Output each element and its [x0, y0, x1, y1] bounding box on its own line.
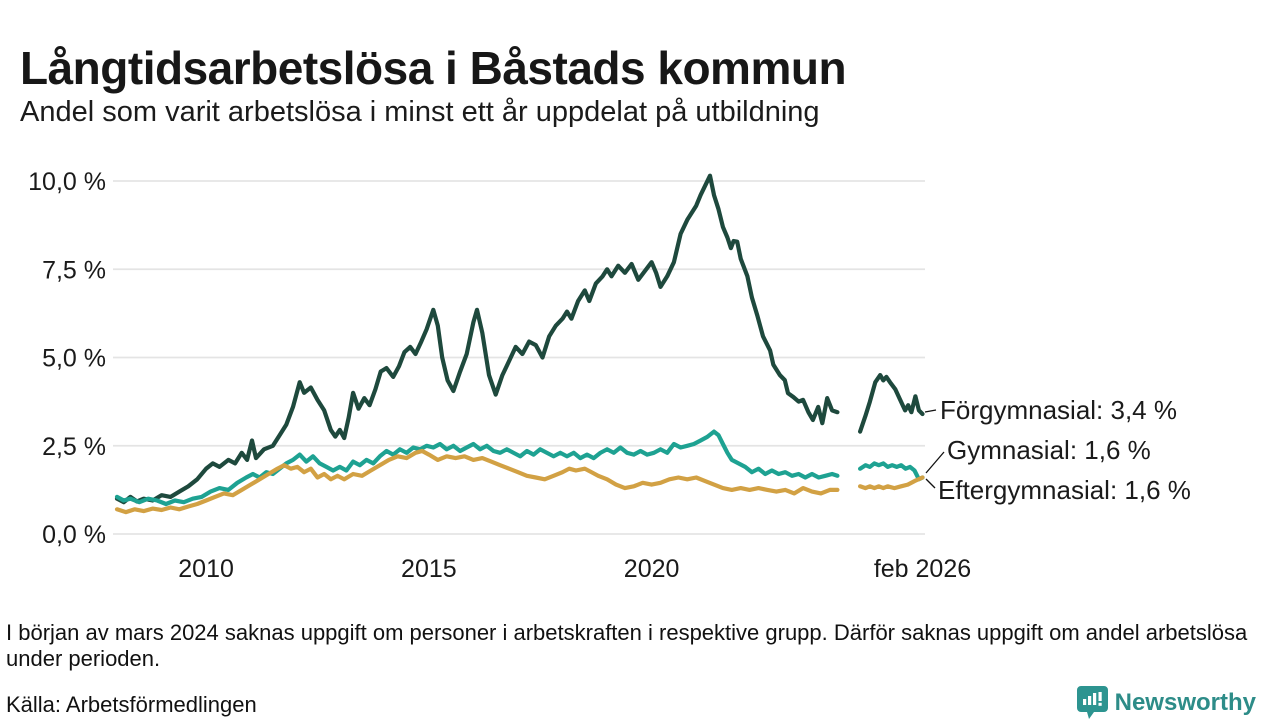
x-tick-label: feb 2026	[874, 555, 971, 583]
series-line-förgymnasial	[857, 373, 925, 434]
newsworthy-logo: Newsworthy	[1076, 686, 1256, 719]
page-title: Långtidsarbetslösa i Båstads kommun	[20, 41, 847, 94]
series-line-gymnasial	[857, 461, 925, 482]
source-text: Källa: Arbetsförmedlingen	[6, 692, 257, 717]
label-leader-line	[925, 478, 936, 489]
series-line-eftergymnasial	[857, 475, 925, 491]
x-tick-label: 2020	[624, 555, 680, 583]
x-tick-label: 2010	[178, 555, 234, 583]
page-subtitle: Andel som varit arbetslösa i minst ett å…	[20, 96, 820, 128]
series-label-gymnasial: Gymnasial: 1,6 %	[947, 435, 1151, 465]
newsworthy-wordmark: Newsworthy	[1114, 688, 1256, 716]
newsworthy-icon	[1076, 686, 1108, 719]
series-line-förgymnasial	[114, 173, 840, 505]
footnote: I början av mars 2024 saknas uppgift om …	[6, 620, 1248, 671]
y-tick-label: 10,0 %	[28, 168, 106, 196]
label-leader-line	[925, 451, 945, 474]
x-tick-label: 2015	[401, 555, 457, 583]
series-label-forgymnasial: Förgymnasial: 3,4 %	[940, 395, 1177, 425]
y-tick-label: 2,5 %	[42, 433, 106, 461]
y-tick-label: 5,0 %	[42, 345, 106, 373]
y-tick-label: 7,5 %	[42, 256, 106, 284]
label-leader-line	[924, 409, 937, 413]
y-tick-label: 0,0 %	[42, 521, 106, 549]
series-line-eftergymnasial	[114, 448, 840, 515]
series-label-eftergymnasial: Eftergymnasial: 1,6 %	[938, 475, 1191, 505]
series-line-gymnasial	[114, 429, 840, 507]
